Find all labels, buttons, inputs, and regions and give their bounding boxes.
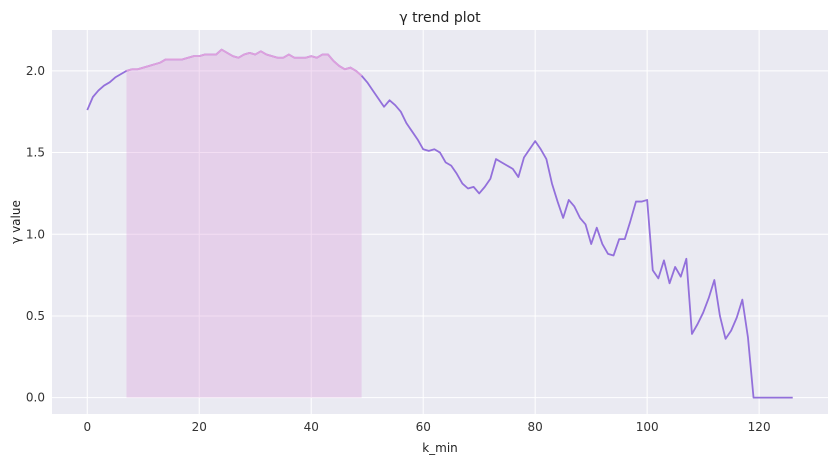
highlight-region <box>126 49 362 398</box>
chart-title: γ trend plot <box>399 10 481 26</box>
x-tick-label: 40 <box>304 420 319 434</box>
x-tick-label: 0 <box>83 420 91 434</box>
x-tick-label: 80 <box>528 420 543 434</box>
y-axis-title: γ value <box>9 200 23 244</box>
highlight-area <box>126 49 362 398</box>
y-tick-label: 0.5 <box>26 309 45 323</box>
x-tick-label: 20 <box>192 420 207 434</box>
y-tick-label: 1.5 <box>26 146 45 160</box>
y-tick-label: 0.0 <box>26 391 45 405</box>
x-axis-title: k_min <box>422 441 458 455</box>
plot-background <box>52 30 828 414</box>
x-tick-label: 60 <box>416 420 431 434</box>
tick-labels: 0 20 40 60 80 100 120 0.0 0.5 1.0 1.5 2.0 <box>26 64 771 434</box>
highlight-line <box>126 48 363 77</box>
series-lines <box>86 48 793 399</box>
y-tick-label: 1.0 <box>26 227 45 241</box>
y-tick-label: 2.0 <box>26 64 45 78</box>
x-tick-label: 120 <box>748 420 771 434</box>
x-tick-label: 100 <box>636 420 659 434</box>
